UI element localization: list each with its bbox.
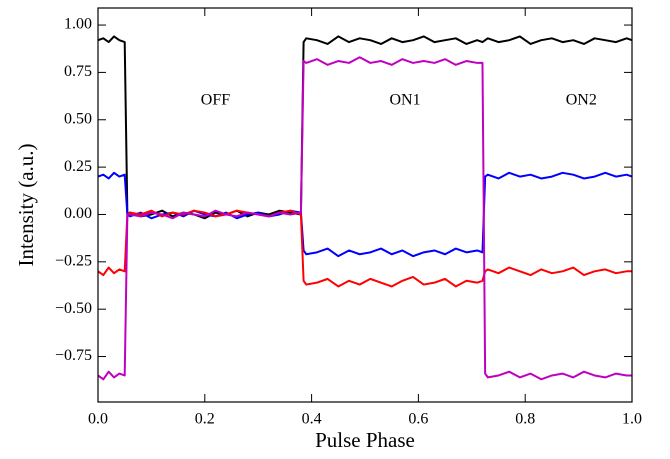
x-tick-label: 0.6 bbox=[408, 411, 428, 428]
x-axis-label: Pulse Phase bbox=[315, 428, 415, 452]
annotation: ON1 bbox=[389, 91, 420, 108]
y-tick-label: −0.25 bbox=[55, 252, 92, 269]
y-tick-label: 0.25 bbox=[64, 158, 92, 175]
series-line bbox=[97, 35, 633, 220]
x-tick-label: 0.4 bbox=[302, 411, 322, 428]
y-tick-label: −0.50 bbox=[55, 300, 92, 317]
y-tick-label: 0.00 bbox=[64, 205, 92, 222]
annotation: OFF bbox=[201, 91, 230, 108]
x-tick-label: 0.0 bbox=[88, 411, 108, 428]
series-line bbox=[97, 209, 632, 288]
y-tick-label: 0.75 bbox=[64, 63, 92, 80]
plot-frame bbox=[97, 7, 633, 403]
series-line bbox=[97, 56, 632, 381]
y-tick-label: −0.75 bbox=[55, 347, 92, 364]
x-tick-label: 1.0 bbox=[622, 411, 642, 428]
y-tick-label: 1.00 bbox=[64, 16, 92, 33]
y-axis-label: Intensity (a.u.) bbox=[14, 143, 38, 266]
series-line bbox=[97, 171, 633, 258]
x-tick-label: 0.2 bbox=[195, 411, 215, 428]
x-tick-label: 0.8 bbox=[515, 411, 535, 428]
annotation: ON2 bbox=[566, 91, 597, 108]
y-tick-label: 0.50 bbox=[64, 110, 92, 127]
